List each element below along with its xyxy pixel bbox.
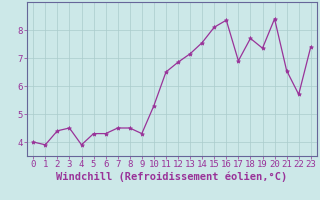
- X-axis label: Windchill (Refroidissement éolien,°C): Windchill (Refroidissement éolien,°C): [56, 172, 288, 182]
